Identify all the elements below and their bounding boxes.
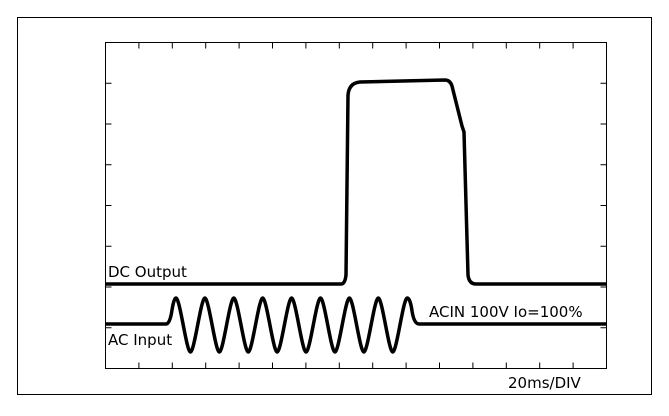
division-ticks [105,42,607,369]
outer-frame [17,17,652,395]
dc-output-trace [105,78,606,286]
ac-input-trace [105,296,606,354]
dc-output-label: DC Output [108,263,187,281]
condition-label: ACIN 100V Io=100% [429,303,583,321]
time-scale-label: 20ms/DIV [508,374,582,392]
ac-input-label: AC Input [108,331,172,349]
